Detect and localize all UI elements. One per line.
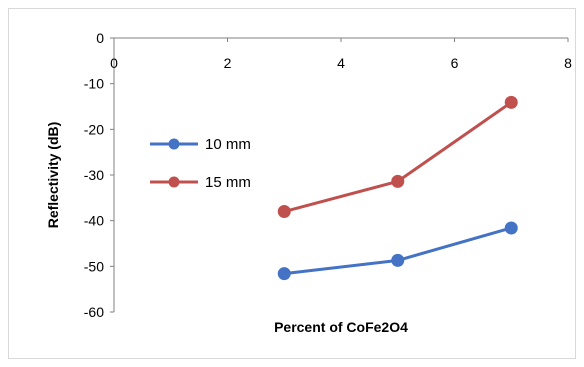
data-point-series-1 bbox=[391, 174, 405, 188]
series-line-1 bbox=[283, 101, 513, 213]
x-tick-label: 8 bbox=[564, 55, 572, 71]
x-tick-label: 0 bbox=[110, 55, 118, 71]
legend-item-10mm: 10 mm bbox=[150, 136, 251, 153]
x-axis-title: Percent of CoFe2O4 bbox=[274, 319, 408, 335]
data-point-series-1 bbox=[277, 205, 291, 219]
y-tick-label: -20 bbox=[84, 121, 104, 137]
legend: 10 mm 15 mm bbox=[150, 136, 251, 191]
x-tick-label: 6 bbox=[451, 55, 459, 71]
data-point-series-1 bbox=[504, 95, 518, 109]
y-axis-title: Reflectivity (dB) bbox=[45, 122, 61, 229]
x-tick-label: 4 bbox=[337, 55, 345, 71]
chart-area bbox=[8, 8, 576, 359]
data-point-series-0 bbox=[504, 221, 518, 235]
y-tick-label: 0 bbox=[96, 30, 104, 46]
y-tick-label: -30 bbox=[84, 167, 104, 183]
legend-item-15mm: 15 mm bbox=[150, 174, 251, 191]
data-point-series-0 bbox=[277, 267, 291, 281]
y-tick-label: -10 bbox=[84, 76, 104, 92]
legend-label-15mm: 15 mm bbox=[205, 174, 251, 191]
y-tick-label: -40 bbox=[84, 213, 104, 229]
x-tick-label: 2 bbox=[224, 55, 232, 71]
y-tick-label: -60 bbox=[84, 304, 104, 320]
y-tick-label: -50 bbox=[84, 258, 104, 274]
data-point-series-0 bbox=[391, 253, 405, 267]
legend-label-10mm: 10 mm bbox=[205, 136, 251, 153]
legend-marker-15mm bbox=[168, 176, 180, 188]
legend-marker-10mm bbox=[168, 138, 180, 150]
